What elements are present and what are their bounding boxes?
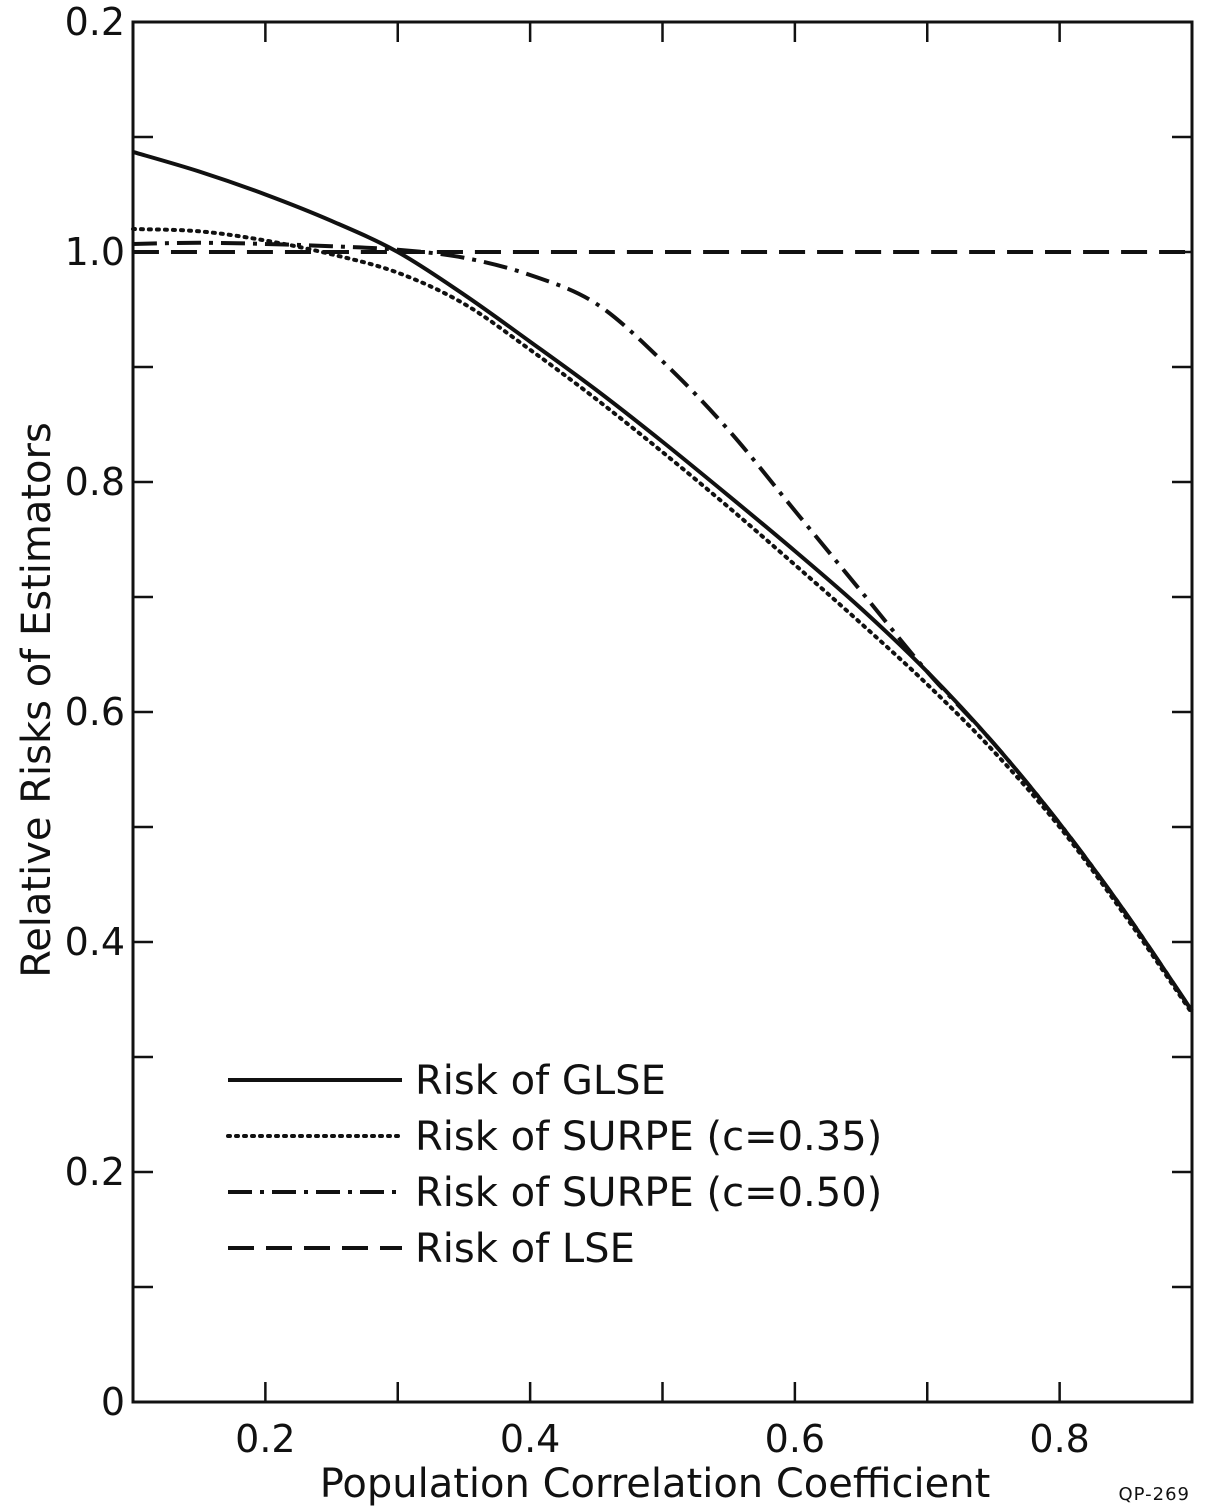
y-tick-label: 0.8 bbox=[65, 460, 125, 504]
series-line-0 bbox=[132, 150, 1194, 1013]
y-tick-label: 0 bbox=[101, 1380, 125, 1424]
legend-label-0: Risk of GLSE bbox=[415, 1058, 666, 1104]
tick-labels: 0.2 0.4 0.6 0.8 0 0.2 0.4 0.6 0.8 1.0 0.2 bbox=[65, 0, 1090, 1461]
ticks bbox=[131, 20, 1194, 1404]
y-tick-label: 0.2 bbox=[65, 1150, 125, 1194]
y-tick-label: 1.0 bbox=[65, 230, 125, 274]
legend-label-2: Risk of SURPE (c=0.50) bbox=[415, 1170, 882, 1216]
x-tick-label: 0.2 bbox=[235, 1417, 295, 1461]
figure-code-label: QP-269 bbox=[1119, 1484, 1190, 1505]
series-line-2 bbox=[132, 240, 1194, 1013]
y-tick-label: 0.4 bbox=[65, 920, 125, 964]
legend: Risk of GLSE Risk of SURPE (c=0.35) Risk o… bbox=[226, 1058, 882, 1272]
legend-label-3: Risk of LSE bbox=[415, 1226, 635, 1272]
y-tick-label: 0.6 bbox=[65, 690, 125, 734]
x-tick-label: 0.4 bbox=[500, 1417, 560, 1461]
x-axis-title: Population Correlation Coefficient bbox=[320, 1461, 991, 1507]
y-axis-title: Relative Risks of Estimators bbox=[14, 422, 60, 978]
series-lines bbox=[131, 150, 1194, 1016]
y-tick-label: 0.2 bbox=[65, 0, 125, 44]
x-tick-label: 0.6 bbox=[765, 1417, 825, 1461]
x-tick-label: 0.8 bbox=[1029, 1417, 1089, 1461]
series-line-1 bbox=[131, 227, 1194, 1016]
legend-label-1: Risk of SURPE (c=0.35) bbox=[415, 1114, 882, 1160]
